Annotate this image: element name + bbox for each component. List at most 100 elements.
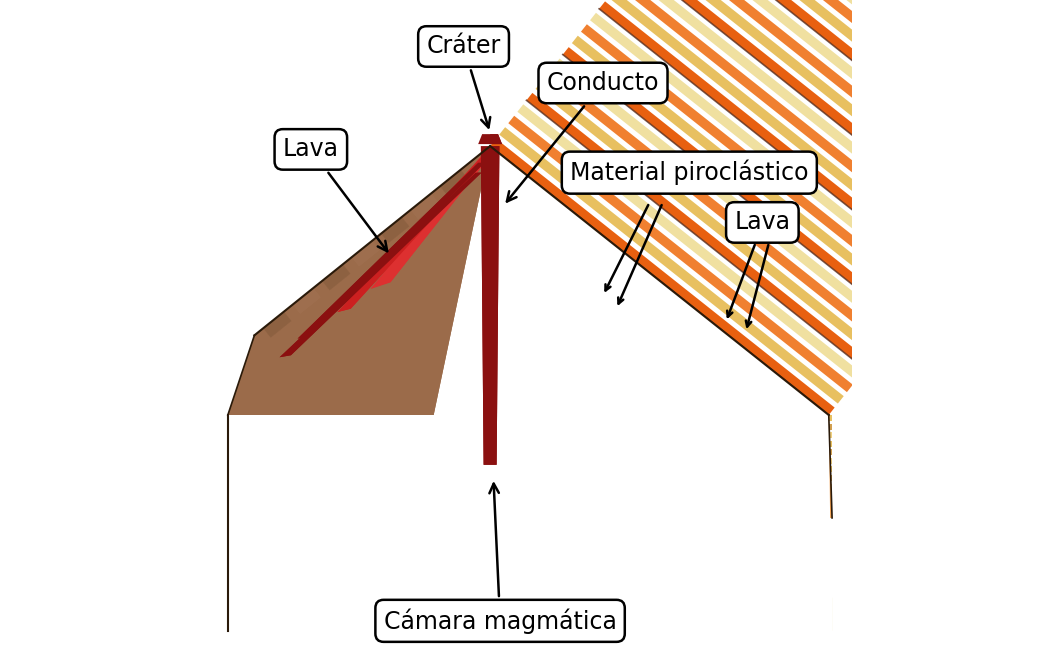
- Polygon shape: [509, 116, 853, 392]
- Text: Material piroclástico: Material piroclástico: [570, 160, 808, 185]
- Polygon shape: [517, 104, 862, 380]
- Polygon shape: [175, 0, 490, 335]
- Polygon shape: [718, 0, 1040, 129]
- Polygon shape: [280, 173, 482, 357]
- Polygon shape: [228, 441, 434, 450]
- Polygon shape: [228, 519, 434, 528]
- Polygon shape: [699, 0, 1040, 152]
- Polygon shape: [490, 139, 835, 415]
- Polygon shape: [489, 146, 493, 452]
- Polygon shape: [411, 193, 439, 219]
- Polygon shape: [499, 127, 843, 404]
- Polygon shape: [479, 465, 501, 525]
- Polygon shape: [434, 424, 832, 430]
- Polygon shape: [434, 432, 832, 438]
- Polygon shape: [228, 415, 434, 424]
- Polygon shape: [440, 170, 468, 196]
- Polygon shape: [572, 36, 916, 312]
- Polygon shape: [228, 545, 434, 554]
- Polygon shape: [434, 458, 832, 464]
- Polygon shape: [370, 149, 495, 289]
- Polygon shape: [280, 173, 482, 357]
- Polygon shape: [434, 598, 832, 631]
- Polygon shape: [434, 415, 832, 518]
- Polygon shape: [322, 264, 350, 290]
- Polygon shape: [228, 484, 434, 493]
- Polygon shape: [228, 502, 434, 511]
- Polygon shape: [228, 537, 434, 545]
- Text: Lava: Lava: [283, 137, 387, 251]
- Polygon shape: [228, 554, 434, 562]
- Polygon shape: [469, 146, 497, 172]
- Polygon shape: [228, 424, 434, 432]
- Polygon shape: [434, 441, 832, 447]
- Polygon shape: [434, 415, 832, 421]
- Polygon shape: [480, 146, 499, 465]
- Polygon shape: [434, 483, 832, 489]
- Polygon shape: [434, 450, 832, 456]
- Polygon shape: [662, 0, 1008, 198]
- Polygon shape: [292, 288, 320, 314]
- Polygon shape: [434, 492, 832, 498]
- Polygon shape: [690, 0, 1035, 163]
- Polygon shape: [434, 518, 832, 664]
- Polygon shape: [608, 0, 953, 266]
- Polygon shape: [228, 528, 434, 537]
- Text: Cráter: Cráter: [426, 35, 500, 127]
- Polygon shape: [545, 70, 889, 347]
- Polygon shape: [228, 458, 434, 467]
- Polygon shape: [337, 156, 490, 312]
- Polygon shape: [228, 450, 434, 458]
- Polygon shape: [590, 13, 935, 289]
- Polygon shape: [478, 134, 502, 144]
- Polygon shape: [563, 47, 907, 323]
- Text: Cámara magmática: Cámara magmática: [384, 483, 617, 633]
- Polygon shape: [672, 0, 1016, 186]
- Polygon shape: [626, 0, 971, 244]
- Polygon shape: [440, 170, 468, 196]
- Polygon shape: [228, 475, 434, 484]
- Polygon shape: [228, 562, 434, 571]
- Polygon shape: [411, 193, 439, 219]
- Polygon shape: [469, 146, 497, 172]
- Polygon shape: [228, 418, 434, 518]
- Polygon shape: [228, 146, 490, 415]
- Text: Conducto: Conducto: [506, 71, 659, 201]
- Polygon shape: [352, 241, 380, 266]
- Polygon shape: [228, 511, 434, 519]
- Polygon shape: [228, 493, 434, 502]
- Polygon shape: [337, 156, 490, 312]
- Polygon shape: [553, 58, 899, 335]
- Polygon shape: [322, 264, 350, 290]
- Polygon shape: [434, 146, 832, 518]
- Polygon shape: [381, 217, 409, 243]
- Text: Lava: Lava: [734, 210, 790, 234]
- Polygon shape: [708, 0, 1040, 141]
- Polygon shape: [480, 146, 499, 465]
- Polygon shape: [599, 1, 943, 278]
- Polygon shape: [228, 467, 434, 475]
- Polygon shape: [381, 217, 409, 243]
- Polygon shape: [479, 465, 501, 525]
- Polygon shape: [635, 0, 980, 232]
- Polygon shape: [297, 163, 485, 339]
- Polygon shape: [581, 25, 926, 301]
- Polygon shape: [434, 475, 832, 481]
- Polygon shape: [434, 509, 832, 515]
- Polygon shape: [681, 0, 1025, 175]
- Polygon shape: [478, 134, 502, 144]
- Polygon shape: [292, 288, 320, 314]
- Polygon shape: [122, 0, 832, 664]
- Polygon shape: [352, 241, 380, 266]
- Polygon shape: [618, 0, 962, 255]
- Polygon shape: [645, 0, 989, 220]
- Polygon shape: [370, 149, 495, 289]
- Polygon shape: [297, 163, 485, 339]
- Polygon shape: [654, 0, 998, 209]
- Polygon shape: [434, 466, 832, 473]
- Polygon shape: [536, 82, 880, 358]
- Polygon shape: [228, 571, 434, 631]
- Polygon shape: [263, 311, 291, 337]
- Polygon shape: [263, 311, 291, 337]
- Polygon shape: [526, 93, 872, 369]
